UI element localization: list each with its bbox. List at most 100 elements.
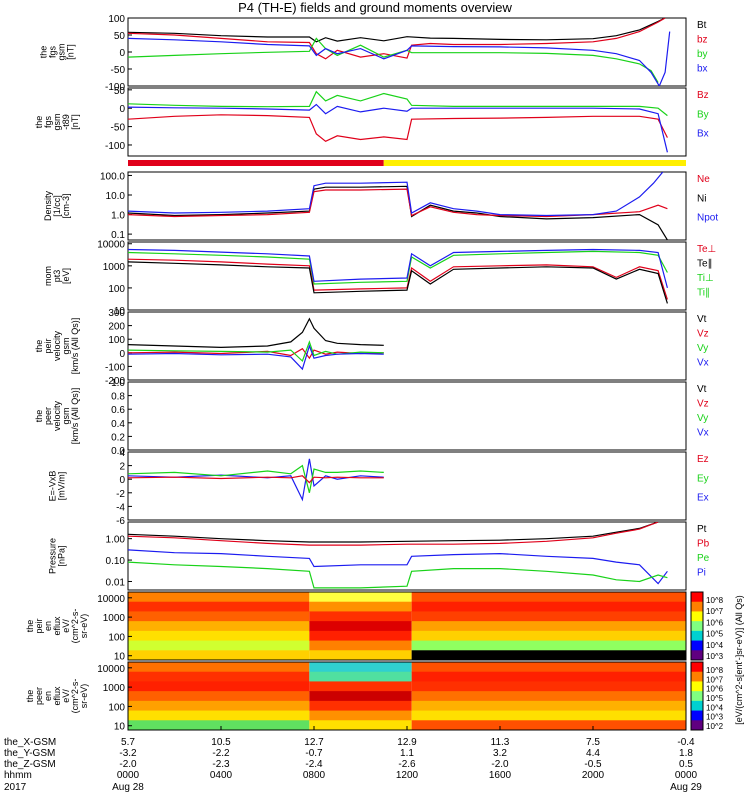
panel-fgs-t89-ylabel-4: [nT] xyxy=(70,114,80,130)
panel-peer-eflux-cell-1-1 xyxy=(309,671,412,682)
panel-peir-eflux-ylabel-5: (cm^2-s- xyxy=(70,609,80,644)
panel-efield-ylabel-0: E=-VxB xyxy=(48,471,58,502)
ephem-y_gsm-2: -0.7 xyxy=(305,748,323,759)
panel-peir-eflux-cell-2-2 xyxy=(411,611,686,622)
panel-pressure-ylabel-1: [nPa] xyxy=(57,545,67,566)
panel-velocity-peir-ylabel-3: gsm xyxy=(61,337,71,354)
ephem-y_gsm-1: -2.2 xyxy=(212,748,230,759)
panel-velocity-peer-ytick-1: 0.8 xyxy=(111,392,125,403)
ephem-y_gsm-5: 4.4 xyxy=(586,748,600,759)
panel-velocity-peir-ytick-2: 100 xyxy=(108,335,125,346)
panel-velocity-peir-ytick-4: -100 xyxy=(105,362,125,373)
panel-velocity-peir-ylabel-1: peir xyxy=(43,338,53,353)
panel-velocity-peer-legend-0: Vt xyxy=(697,384,707,395)
panel-density-legend-1: Ni xyxy=(697,193,706,204)
panel-efield-ytick-0: 4 xyxy=(119,448,125,459)
panel-fgs-t89-ylabel-3: -t89 xyxy=(61,114,71,130)
panel-temperature-ytick-0: 10000 xyxy=(97,240,125,251)
panel-fgs-series-0 xyxy=(128,18,666,43)
panel-peer-eflux-cell-0-1 xyxy=(128,671,310,682)
ephem-z_gsm-2: -2.4 xyxy=(305,759,323,770)
panel-temperature-ytick-2: 100 xyxy=(108,284,125,295)
panel-peer-eflux-cell-2-3 xyxy=(411,691,686,702)
panel-temperature-legend-1: Te∥ xyxy=(697,259,713,270)
panel-fgs-t89-series-1 xyxy=(128,90,668,117)
panel-velocity-peer-ylabel-0: the xyxy=(34,410,44,423)
ephem-x_gsm-1: 10.5 xyxy=(211,737,231,748)
ephem-year: 2017 xyxy=(4,782,27,793)
panel-efield-frame xyxy=(127,451,687,521)
panel-peir-eflux-colorbar-tick-5: 10^3 xyxy=(706,652,724,661)
ephem-z_gsm-4: -2.0 xyxy=(491,759,509,770)
panel-temperature-legend-2: Ti⊥ xyxy=(697,273,714,284)
panel-peir-eflux-ytick-3: 10 xyxy=(114,652,126,663)
panel-region-bar-segment-1 xyxy=(383,160,686,166)
panel-fgs-t89-ytick-1: 0 xyxy=(119,104,125,115)
panel-peer-eflux-colorbar-cell-4 xyxy=(691,700,703,712)
date-end: Aug 29 xyxy=(670,782,702,793)
panel-fgs-ytick-3: -50 xyxy=(111,65,126,76)
panel-peer-eflux-cell-2-6 xyxy=(411,720,686,731)
panel-peir-eflux-colorbar-tick-2: 10^6 xyxy=(706,618,724,627)
ephem-row-label-1: the_Y-GSM xyxy=(4,748,55,759)
panel-peer-eflux-colorbar-cell-5 xyxy=(691,710,703,721)
panel-peer-eflux-ylabel-5: (cm^2-s- xyxy=(70,679,80,714)
panel-peer-eflux-colorbar-tick-2: 10^6 xyxy=(706,685,724,694)
panel-density-legend-0: Ne xyxy=(697,174,710,185)
panel-velocity-peir-legend-1: Vz xyxy=(697,329,709,340)
panel-peir-eflux-cell-2-5 xyxy=(411,640,686,651)
panel-temperature-series-1 xyxy=(128,248,668,289)
panel-velocity-peer-legend-2: Vy xyxy=(697,413,708,424)
panel-pressure-legend-0: Pt xyxy=(697,524,707,535)
panel-peer-eflux-colorbar-cell-6 xyxy=(691,720,703,731)
panel-velocity-peir-legend-3: Vx xyxy=(697,358,709,369)
panel-peir-eflux-colorbar-tick-4: 10^4 xyxy=(706,641,724,650)
panel-fgs-series-1 xyxy=(128,18,666,60)
panel-density-legend-2: Npot xyxy=(697,213,718,224)
panel-velocity-peir-ytick-3: 0 xyxy=(119,349,125,360)
panel-peir-eflux-cell-0-2 xyxy=(128,611,310,622)
ephem-x_gsm-2: 12.7 xyxy=(304,737,324,748)
panel-fgs-ytick-4: -100 xyxy=(105,82,125,93)
panel-peer-eflux-cell-0-3 xyxy=(128,691,310,702)
panel-velocity-peir-frame xyxy=(127,311,687,381)
panel-density-ylabel-1: [1/cc] xyxy=(52,195,62,217)
date-start: Aug 28 xyxy=(112,782,144,793)
panel-temperature-series-3 xyxy=(128,261,668,304)
panel-peer-eflux-colorbar-cell-2 xyxy=(691,681,703,692)
panel-peer-eflux-cell-1-4 xyxy=(309,700,412,712)
panel-efield-ytick-5: -6 xyxy=(116,516,125,527)
panel-temperature-series-2 xyxy=(128,258,668,300)
panel-velocity-peer-ytick-5: 0.0 xyxy=(111,446,125,457)
panel-peir-eflux-cell-1-2 xyxy=(309,611,412,622)
panel-peir-eflux-ylabel-4: eV/ xyxy=(61,619,71,633)
ephem-z_gsm-0: -2.0 xyxy=(119,759,137,770)
panel-fgs-t89-ytick-2: -50 xyxy=(111,123,126,134)
panel-pressure-series-2 xyxy=(128,549,668,585)
ephem-x_gsm-0: 5.7 xyxy=(121,737,135,748)
panel-fgs-legend-0: Bt xyxy=(697,20,707,31)
panel-peir-eflux-cell-2-4 xyxy=(411,630,686,642)
panel-peer-eflux-colorbar-tick-4: 10^4 xyxy=(706,703,724,712)
ephem-y_gsm-3: 1.1 xyxy=(400,748,414,759)
panel-fgs-ylabel-1: fgs xyxy=(48,46,58,59)
panel-fgs-series-3 xyxy=(128,31,671,86)
ephem-hhmm-3: 1200 xyxy=(396,770,419,781)
panel-velocity-peir-ytick-1: 200 xyxy=(108,322,125,333)
ephem-row-label-3: hhmm xyxy=(4,770,32,781)
panel-velocity-peir-legend-0: Vt xyxy=(697,314,707,325)
panel-peir-eflux-cell-0-5 xyxy=(128,640,310,651)
panel-peer-eflux-ytick-1: 1000 xyxy=(103,683,126,694)
panel-peer-eflux-cell-0-6 xyxy=(128,720,310,731)
panel-pressure-ytick-0: 1.00 xyxy=(106,535,126,546)
panel-density-ytick-0: 100.0 xyxy=(100,171,125,182)
panel-peer-eflux-ylabel-3: eflux xyxy=(52,686,62,706)
panel-peer-eflux-cell-0-5 xyxy=(128,710,310,721)
panel-peer-eflux-ylabel-6: sr-eV) xyxy=(79,684,89,709)
ephem-x_gsm-6: -0.4 xyxy=(677,737,695,748)
panel-density-frame xyxy=(127,171,687,241)
panel-peer-eflux-cell-2-2 xyxy=(411,681,686,692)
panel-fgs-t89-series-0 xyxy=(128,114,668,143)
panel-peir-eflux-cell-2-6 xyxy=(411,650,686,661)
